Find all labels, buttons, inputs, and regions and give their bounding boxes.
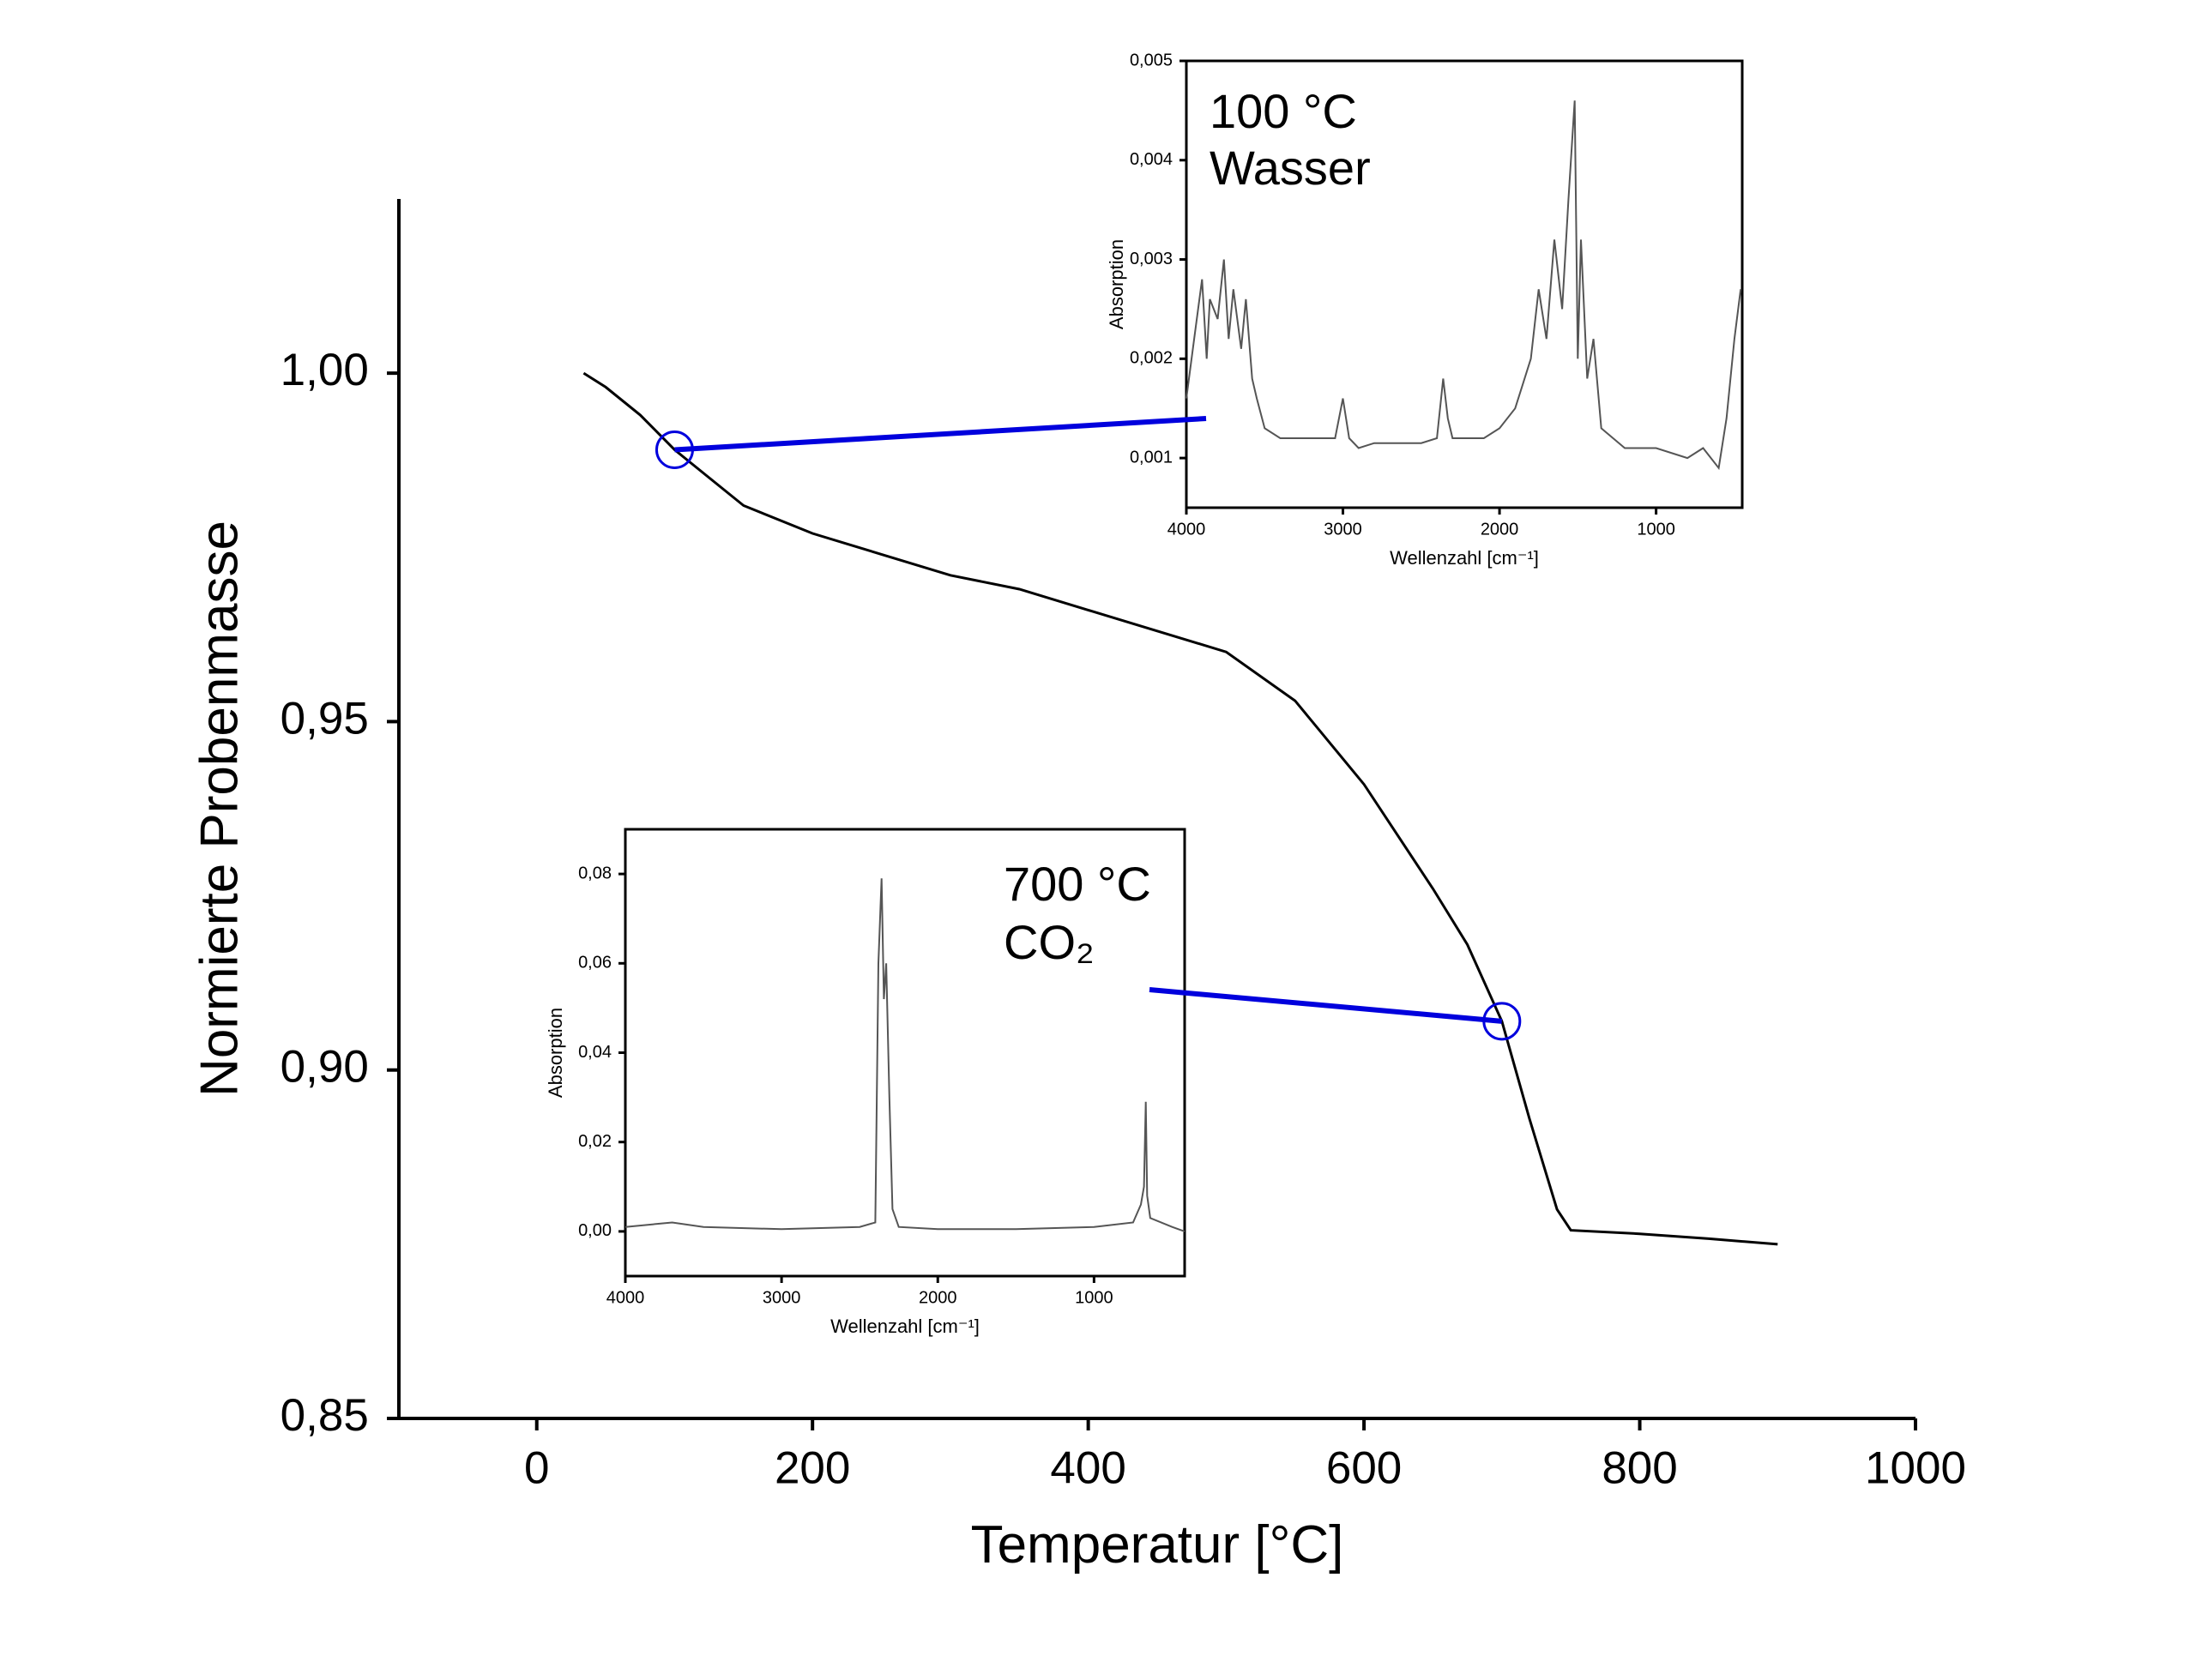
x-tick-label: 400 (1050, 1443, 1125, 1494)
x-tick-label: 200 (775, 1443, 850, 1494)
y-axis-label: Normierte Probenmasse (190, 521, 250, 1097)
y-axis-label: Absorption (545, 1008, 566, 1098)
plot-frame (1185, 59, 1744, 509)
x-tick-label: 1000 (1637, 520, 1675, 539)
y-tick-label: 0,06 (578, 954, 612, 972)
y-tick-label: 0,002 (1130, 349, 1173, 368)
data-line (624, 878, 1185, 1232)
y-tick-label: 0,08 (578, 864, 612, 882)
x-tick-label: 3000 (763, 1288, 801, 1307)
x-axis-label: Temperatur [°C] (971, 1515, 1344, 1575)
data-line (582, 371, 1778, 1246)
x-tick-label: 0 (524, 1443, 549, 1494)
x-tick-label: 1000 (1865, 1443, 1966, 1494)
highlight-circle (1482, 1002, 1522, 1041)
y-tick-label: 0,02 (578, 1132, 612, 1151)
x-axis-label: Wellenzahl [cm⁻¹] (1390, 547, 1539, 569)
x-tick-label: 600 (1326, 1443, 1402, 1494)
y-tick-label: 0,95 (281, 693, 369, 744)
y-tick-label: 0,005 (1130, 51, 1173, 69)
y-axis-label: Absorption (1106, 239, 1127, 329)
y-tick-label: 0,90 (281, 1042, 369, 1093)
y-tick-label: 0,04 (578, 1043, 612, 1062)
connector (674, 416, 1207, 453)
x-tick-label: 2000 (1481, 520, 1519, 539)
x-tick-label: 800 (1602, 1443, 1677, 1494)
annotation: 100 °C (1210, 84, 1357, 138)
y-tick-label: 1,00 (281, 345, 369, 395)
x-axis-label: Wellenzahl [cm⁻¹] (830, 1316, 980, 1337)
x-tick-label: 2000 (919, 1288, 957, 1307)
x-tick-label: 3000 (1324, 520, 1362, 539)
y-tick-label: 0,004 (1130, 150, 1173, 169)
y-tick-label: 0,00 (578, 1221, 612, 1240)
x-tick-label: 4000 (606, 1288, 645, 1307)
annotation: 700 °C (1004, 857, 1151, 911)
y-tick-label: 0,85 (281, 1390, 369, 1441)
x-tick-label: 1000 (1075, 1288, 1113, 1307)
y-tick-label: 0,001 (1130, 448, 1173, 467)
data-line (1185, 100, 1742, 471)
x-tick-label: 4000 (1167, 520, 1206, 539)
annotation: CO₂ (1004, 915, 1095, 969)
connector (1149, 987, 1503, 1024)
y-tick-label: 0,003 (1130, 250, 1173, 268)
annotation: Wasser (1210, 141, 1371, 195)
highlight-circle (655, 431, 694, 470)
